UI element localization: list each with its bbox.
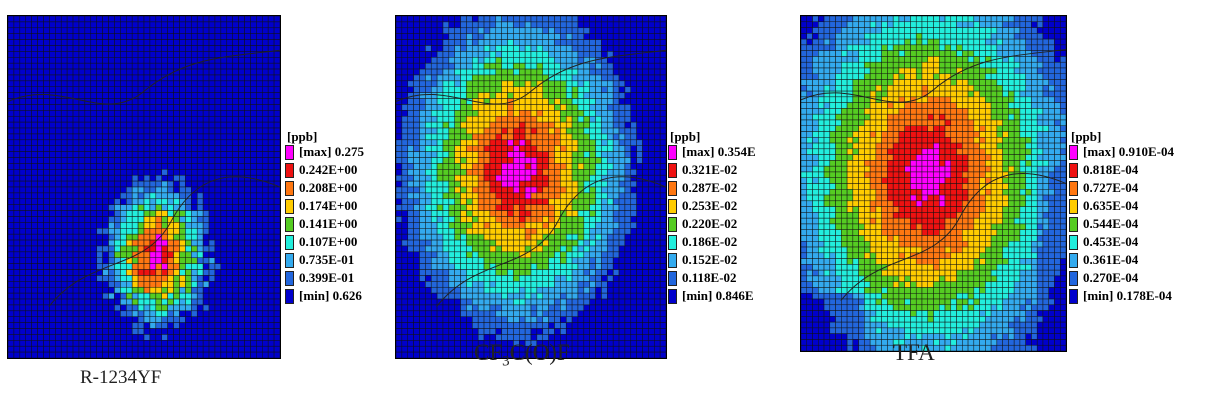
legend-swatch	[668, 271, 677, 286]
legend-unit: [ppb]	[1071, 129, 1102, 144]
legend-label: [max] 0.910E-04	[1083, 144, 1174, 159]
legend-label: 0.208E+00	[299, 180, 358, 195]
legend-swatch	[668, 181, 677, 196]
legend-label: 0.635E-04	[1083, 198, 1139, 213]
caption-tfa: TFA	[893, 340, 935, 365]
legend-label: 0.399E-01	[299, 270, 355, 285]
legend-swatch	[1069, 271, 1078, 286]
legend-swatch	[285, 235, 294, 250]
legend-swatch	[285, 145, 294, 160]
map-panel-r1234yf	[7, 15, 281, 359]
legend-swatch	[668, 163, 677, 178]
legend-label: [max] 0.275	[299, 144, 364, 159]
concentration-grid-cf3cof	[396, 16, 666, 358]
legend-cf3cof: [ppb] [max] 0.354E 0.321E-02 0.287E-02 0…	[668, 130, 778, 330]
legend-swatch	[1069, 235, 1078, 250]
legend-unit: [ppb]	[287, 129, 318, 144]
legend-label: 0.174E+00	[299, 198, 358, 213]
legend-label: 0.453E-04	[1083, 234, 1139, 249]
legend-swatch	[668, 217, 677, 232]
legend-swatch	[668, 199, 677, 214]
caption-cf3cof: CF3C(O)F	[474, 340, 570, 370]
legend-swatch	[1069, 199, 1078, 214]
legend-swatch	[1069, 289, 1078, 304]
legend-label: 0.253E-02	[682, 198, 738, 213]
legend-swatch	[285, 181, 294, 196]
legend-swatch	[1069, 163, 1078, 178]
legend-r1234yf: [ppb] [max] 0.275 0.242E+00 0.208E+00 0.…	[285, 130, 385, 330]
legend-swatch	[285, 163, 294, 178]
legend-label: 0.107E+00	[299, 234, 358, 249]
legend-tfa: [ppb] [max] 0.910E-04 0.818E-04 0.727E-0…	[1069, 130, 1209, 330]
legend-label: [min] 0.178E-04	[1083, 288, 1172, 303]
legend-label: 0.287E-02	[682, 180, 738, 195]
legend-label: [min] 0.846E	[682, 288, 754, 303]
legend-label: 0.321E-02	[682, 162, 738, 177]
map-panel-cf3cof	[395, 15, 667, 359]
concentration-grid-r1234yf	[8, 16, 280, 358]
legend-label: [max] 0.354E	[682, 144, 756, 159]
legend-swatch	[668, 235, 677, 250]
legend-label: 0.242E+00	[299, 162, 358, 177]
legend-swatch	[668, 145, 677, 160]
legend-label: 0.220E-02	[682, 216, 738, 231]
legend-label: 0.544E-04	[1083, 216, 1139, 231]
legend-label: [min] 0.626	[299, 288, 362, 303]
legend-label: 0.141E+00	[299, 216, 358, 231]
coastline	[8, 49, 280, 308]
legend-swatch	[1069, 253, 1078, 268]
legend-swatch	[1069, 181, 1078, 196]
legend-swatch	[285, 253, 294, 268]
legend-label: 0.186E-02	[682, 234, 738, 249]
legend-swatch	[668, 289, 677, 304]
legend-label: 0.118E-02	[682, 270, 737, 285]
legend-swatch	[285, 289, 294, 304]
legend-swatch	[668, 253, 677, 268]
legend-swatch	[1069, 217, 1078, 232]
legend-swatch	[285, 217, 294, 232]
legend-label: 0.152E-02	[682, 252, 738, 267]
legend-swatch	[285, 271, 294, 286]
legend-label: 0.727E-04	[1083, 180, 1139, 195]
coastline	[801, 49, 1066, 302]
legend-swatch	[1069, 145, 1078, 160]
legend-swatch	[285, 199, 294, 214]
legend-label: 0.270E-04	[1083, 270, 1139, 285]
legend-label: 0.361E-04	[1083, 252, 1139, 267]
coastline	[396, 49, 666, 308]
map-panel-tfa	[800, 15, 1067, 352]
legend-unit: [ppb]	[670, 129, 701, 144]
caption-r1234yf: R-1234YF	[80, 367, 162, 388]
concentration-grid-tfa	[801, 16, 1066, 351]
legend-label: 0.818E-04	[1083, 162, 1139, 177]
legend-label: 0.735E-01	[299, 252, 355, 267]
